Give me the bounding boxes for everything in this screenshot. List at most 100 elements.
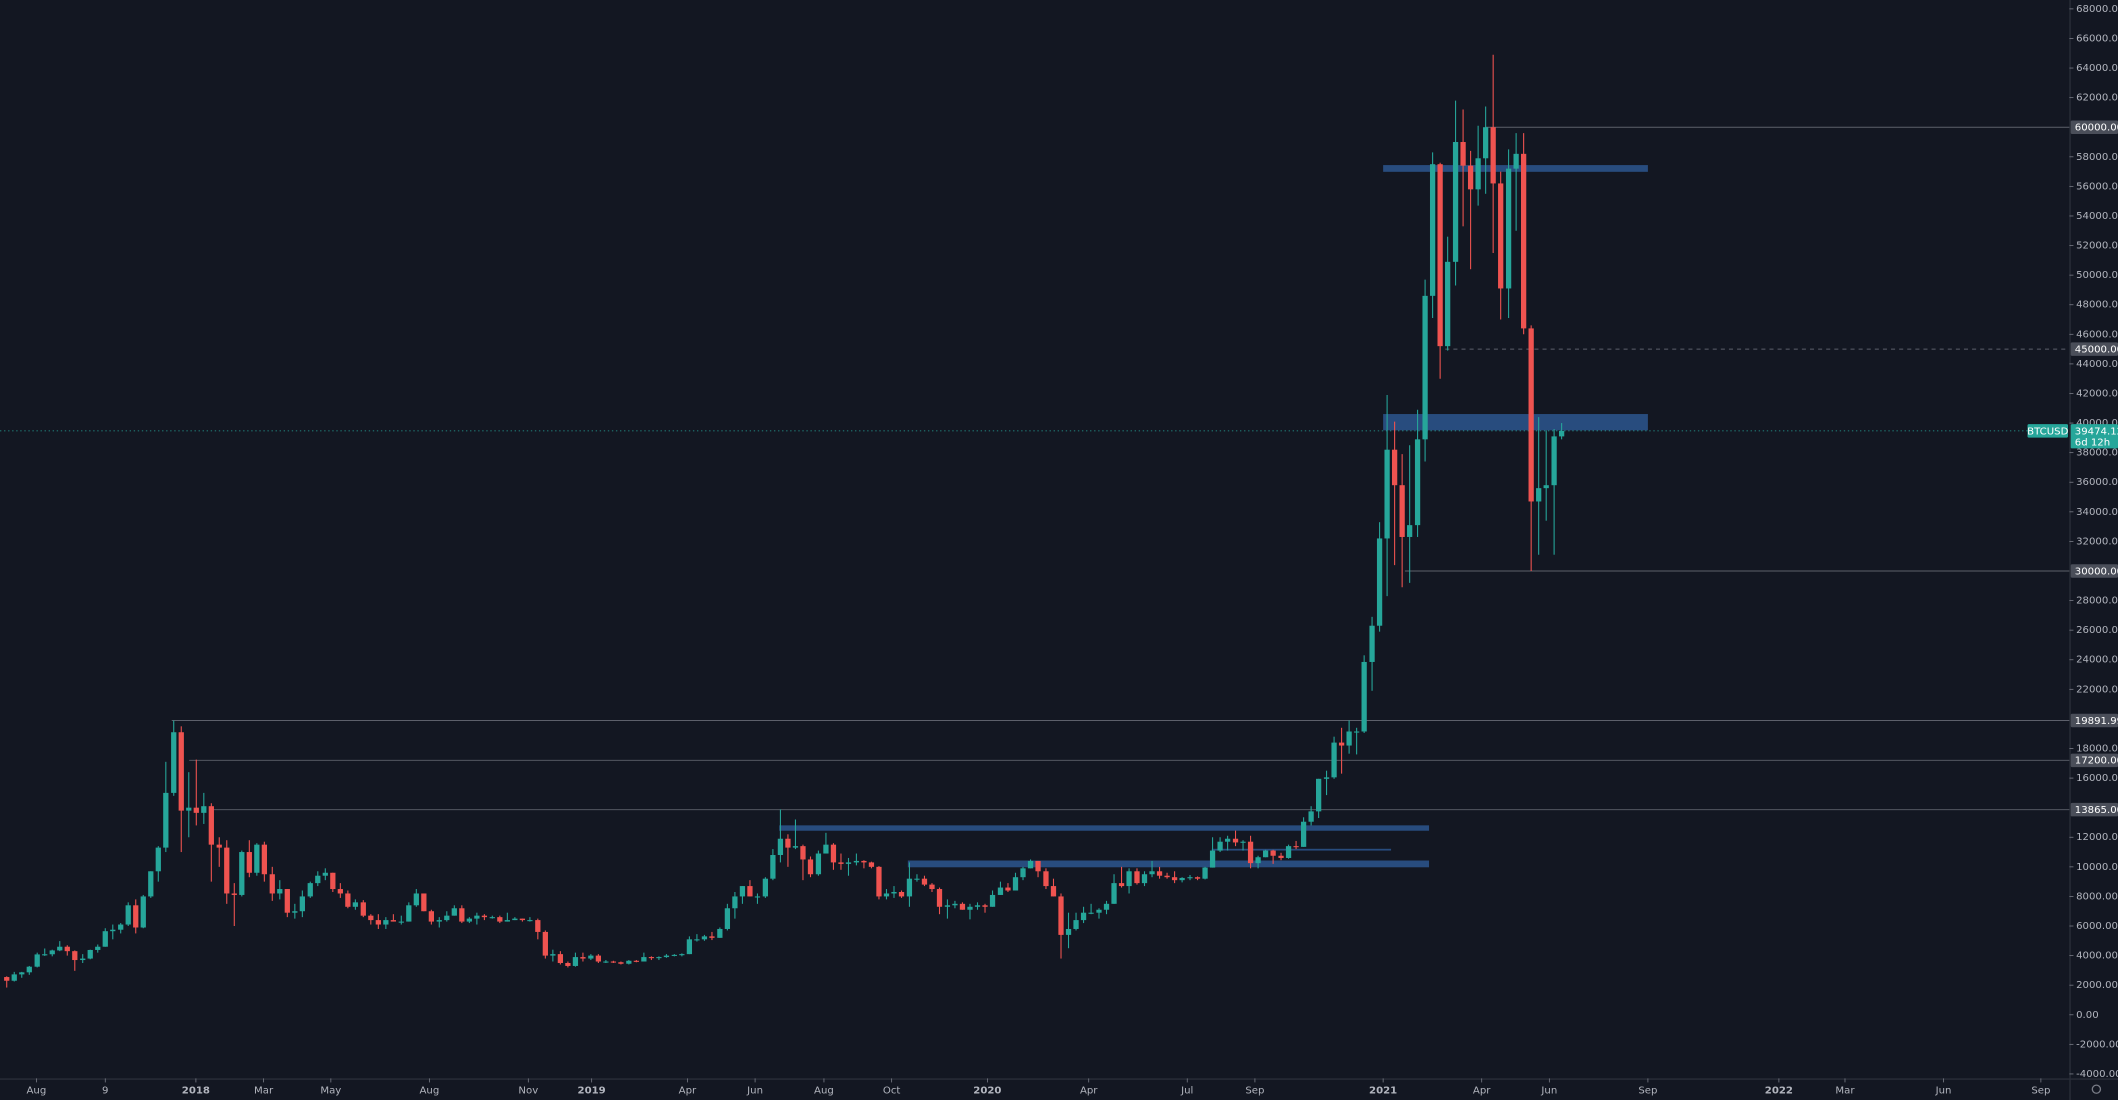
candle-body	[277, 889, 283, 894]
candle-body	[1543, 485, 1549, 489]
y-tick-label: 56000.00	[2076, 181, 2118, 192]
candle-body	[1300, 821, 1307, 847]
candle-body	[679, 954, 685, 956]
x-tick-label: Aug	[27, 1086, 47, 1097]
candle-body	[1240, 841, 1246, 843]
candle-body	[1171, 877, 1178, 881]
candle-body	[709, 936, 715, 938]
candle-body	[1141, 874, 1148, 884]
candle-body	[1065, 928, 1072, 935]
candle-body	[572, 957, 579, 966]
candle-body	[224, 847, 230, 894]
candle-body	[580, 957, 586, 959]
candle-body	[481, 915, 488, 918]
candle-body	[254, 844, 260, 873]
candle-body	[216, 844, 222, 848]
candle-body	[1293, 846, 1299, 848]
candle-body	[936, 889, 943, 907]
candle-body	[1179, 877, 1185, 881]
candle-body	[671, 954, 677, 956]
candle-body	[34, 954, 40, 967]
candle-body	[451, 908, 457, 916]
y-tick-label: 2000.00	[2076, 980, 2118, 991]
candle-body	[42, 954, 48, 956]
candle-body	[1103, 903, 1110, 910]
y-tick-label: 32000.00	[2076, 536, 2118, 547]
candle-body	[352, 902, 359, 907]
y-tick-label: 22000.00	[2076, 684, 2118, 695]
candle-body	[1528, 328, 1534, 502]
candle-body	[368, 915, 374, 921]
candle-body	[929, 884, 935, 890]
candle-body	[800, 846, 806, 860]
candle-body	[1285, 846, 1292, 858]
candle-body	[1149, 871, 1155, 875]
y-tick-label: 4000.00	[2076, 951, 2118, 962]
candle-body	[853, 860, 860, 863]
price-label-box	[2070, 424, 2118, 449]
candle-body	[807, 859, 814, 875]
candle-body	[959, 903, 966, 910]
level-label: 19891.99	[2075, 716, 2118, 727]
candle-body	[4, 977, 10, 981]
x-tick-label: 2019	[578, 1086, 606, 1097]
candle-body	[1134, 871, 1140, 884]
candle-body	[830, 844, 837, 863]
candle-body	[49, 950, 55, 955]
price-label: 39474.12	[2075, 426, 2118, 437]
candle-body	[898, 891, 905, 897]
candle-body	[982, 905, 988, 907]
zone	[1383, 414, 1648, 431]
candle-body	[747, 886, 753, 897]
candle-body	[436, 920, 442, 922]
candle-body	[489, 917, 495, 919]
y-tick-label: 24000.00	[2076, 655, 2118, 666]
y-tick-label: 38000.00	[2076, 448, 2118, 459]
candle-body	[1164, 875, 1170, 878]
candle-body	[163, 792, 169, 848]
candle-body	[87, 949, 93, 959]
candle-body	[1346, 731, 1352, 746]
x-tick-label: Jun	[746, 1086, 763, 1097]
y-tick-label: 16000.00	[2076, 773, 2118, 784]
candle-body	[739, 886, 746, 897]
candle-body	[891, 891, 897, 894]
settings-icon[interactable]	[2091, 1084, 2102, 1094]
candle-body	[421, 893, 427, 912]
candle-body	[1232, 838, 1239, 843]
y-tick-label: 40000.00	[2076, 418, 2118, 429]
candle-body	[1262, 850, 1269, 858]
candle-body	[208, 806, 214, 845]
candle-body	[626, 960, 632, 964]
x-tick-label: 2020	[973, 1086, 1001, 1097]
candle-body	[1437, 164, 1443, 347]
candle-body	[444, 915, 450, 921]
y-tick-label: 10000.00	[2076, 862, 2118, 873]
y-tick-label: -4000.00	[2076, 1069, 2118, 1080]
candle-body	[701, 936, 708, 940]
candle-body	[390, 920, 397, 922]
candle-body	[406, 905, 412, 922]
symbol-tag: BTCUSD	[2027, 426, 2068, 437]
candle-body	[724, 908, 731, 929]
candle-body	[1467, 165, 1474, 190]
y-tick-label: 18000.00	[2076, 744, 2118, 755]
candle-body	[861, 860, 867, 863]
candle-body	[1224, 838, 1231, 842]
candle-body	[1111, 883, 1117, 904]
candle-body	[1080, 912, 1087, 921]
candle-body	[989, 894, 996, 907]
candle-body	[1331, 742, 1337, 778]
level-label-box	[2070, 342, 2118, 356]
x-tick-label: 9	[102, 1086, 108, 1097]
candle-body	[26, 966, 32, 973]
level-label-box	[2070, 564, 2118, 578]
level-label: 30000.00	[2075, 566, 2118, 577]
candle-body	[1202, 867, 1208, 879]
y-tick-label: 68000.00	[2076, 4, 2118, 15]
candle-body	[1126, 871, 1132, 887]
candle-body	[1118, 883, 1125, 887]
x-tick-label: Mar	[1835, 1086, 1855, 1097]
candle-body	[72, 951, 78, 961]
